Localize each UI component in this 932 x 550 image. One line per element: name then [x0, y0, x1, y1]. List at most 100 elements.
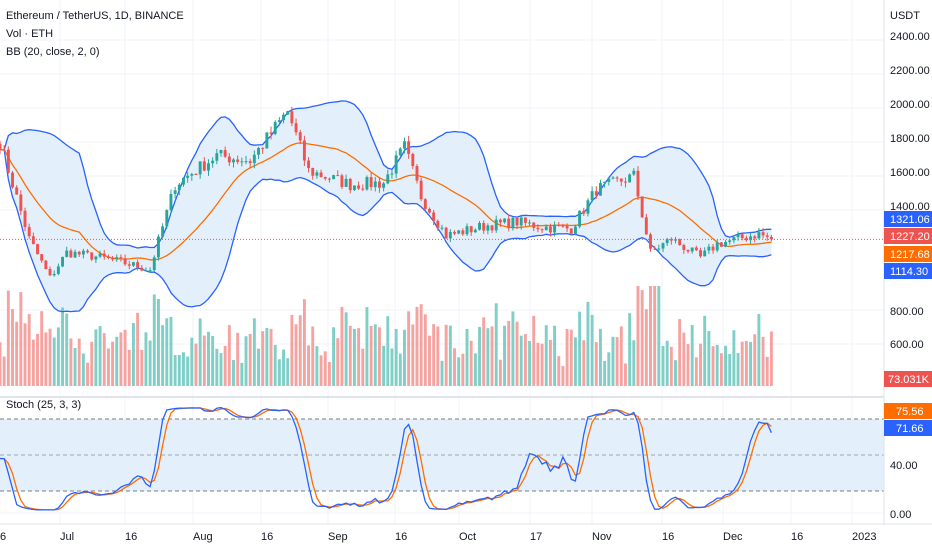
- volume-bar: [573, 337, 577, 386]
- candle-body: [619, 178, 623, 182]
- candle-body: [119, 257, 123, 259]
- svg-text:71.66: 71.66: [896, 423, 924, 435]
- volume-bar: [494, 303, 498, 386]
- volume-bar: [553, 325, 557, 386]
- volume-bar: [252, 318, 256, 386]
- candle-body: [678, 239, 682, 246]
- volume-bar: [98, 326, 102, 386]
- volume-bar: [469, 340, 473, 386]
- candle-body: [665, 239, 669, 244]
- candle-body: [236, 159, 240, 162]
- candle-body: [507, 218, 511, 229]
- volume-bar: [311, 326, 315, 386]
- candle-body: [27, 226, 31, 237]
- candle-body: [724, 241, 728, 247]
- candle-body: [578, 210, 582, 227]
- candle-body: [194, 174, 198, 176]
- candle-body: [244, 161, 248, 163]
- candle-body: [202, 161, 206, 171]
- volume-bar: [357, 328, 361, 386]
- volume-bar: [332, 327, 336, 386]
- volume-bar: [77, 338, 81, 386]
- time-tick: 2023: [852, 531, 876, 543]
- bollinger-legend[interactable]: BB (20, close, 2, 0): [6, 46, 100, 58]
- volume-legend[interactable]: Vol · ETH: [6, 28, 54, 40]
- candle-body: [302, 140, 306, 161]
- price-axis[interactable]: 2400.00 2200.00 2000.00 1800.00 1600.00 …: [890, 31, 930, 521]
- volume-bar: [156, 299, 160, 386]
- candle-body: [394, 155, 398, 174]
- volume-bar: [194, 343, 198, 386]
- stochastic-legend[interactable]: Stoch (25, 3, 3): [6, 399, 82, 411]
- candle-body: [674, 239, 677, 241]
- volume-bar: [215, 348, 219, 386]
- price-tick: 2200.00: [890, 65, 930, 77]
- volume-bar: [598, 328, 602, 386]
- candle-body: [415, 166, 419, 181]
- volume-bar: [11, 309, 14, 386]
- candle-body: [152, 257, 156, 271]
- volume-bar: [86, 362, 90, 386]
- volume-bar: [36, 333, 39, 386]
- candle-body: [340, 175, 344, 187]
- volume-bar: [403, 329, 406, 386]
- candle-body: [682, 245, 686, 250]
- candle-body: [511, 217, 515, 229]
- volume-bar: [511, 311, 515, 386]
- candle-body: [240, 161, 244, 163]
- volume-bar: [15, 321, 19, 386]
- pane-separator[interactable]: [0, 396, 884, 398]
- time-tick: Jul: [60, 531, 74, 543]
- volume-bar: [448, 325, 452, 386]
- candle-body: [565, 225, 569, 229]
- candlesticks[interactable]: [0, 106, 773, 277]
- candle-body: [757, 232, 761, 239]
- stoch-tick: 40.00: [890, 460, 918, 472]
- candle-body: [307, 160, 311, 169]
- candle-body: [177, 184, 181, 191]
- volume-bar: [0, 342, 2, 386]
- candle-body: [694, 247, 698, 251]
- candle-body: [311, 168, 315, 176]
- volume-bar: [382, 345, 386, 386]
- candle-body: [403, 141, 406, 149]
- time-tick: Dec: [723, 531, 743, 543]
- candle-body: [624, 181, 627, 183]
- time-tick: Oct: [459, 531, 476, 543]
- time-axis[interactable]: 6 Jul 16 Aug 16 Sep 16 Oct 17 Nov 16 Dec…: [0, 531, 876, 543]
- candle-body: [653, 248, 657, 250]
- symbol-title[interactable]: Ethereum / TetherUS, 1D, BINANCE: [6, 10, 184, 22]
- volume-bar: [457, 357, 461, 386]
- candle-body: [582, 210, 586, 214]
- volume-bar: [56, 327, 60, 386]
- candle-body: [707, 246, 711, 251]
- candle-body: [473, 229, 477, 233]
- volume-bar: [361, 348, 365, 386]
- volume-tick: 600.00: [890, 339, 924, 351]
- candle-body: [169, 193, 173, 211]
- volume-bar: [277, 359, 281, 386]
- volume-bar: [298, 315, 302, 386]
- candle-body: [106, 256, 110, 258]
- volume-bar: [669, 346, 673, 386]
- candle-body: [744, 238, 748, 241]
- candle-body: [286, 111, 290, 115]
- volume-bar: [165, 318, 169, 386]
- time-tick: 16: [395, 531, 407, 543]
- volume-bar: [140, 349, 144, 386]
- candle-body: [123, 258, 127, 265]
- candle-body: [532, 222, 536, 228]
- volume-bar: [265, 327, 269, 386]
- candle-body: [661, 243, 665, 249]
- price-tick: 1400.00: [890, 201, 930, 213]
- volume-bar: [461, 353, 465, 386]
- candle-body: [640, 196, 644, 218]
- volume-bar: [611, 336, 615, 386]
- time-tick: Nov: [592, 531, 612, 543]
- candle-body: [765, 235, 769, 237]
- candle-body: [161, 226, 165, 237]
- candle-body: [690, 247, 694, 252]
- candle-body: [248, 161, 252, 164]
- volume-bar: [40, 311, 44, 386]
